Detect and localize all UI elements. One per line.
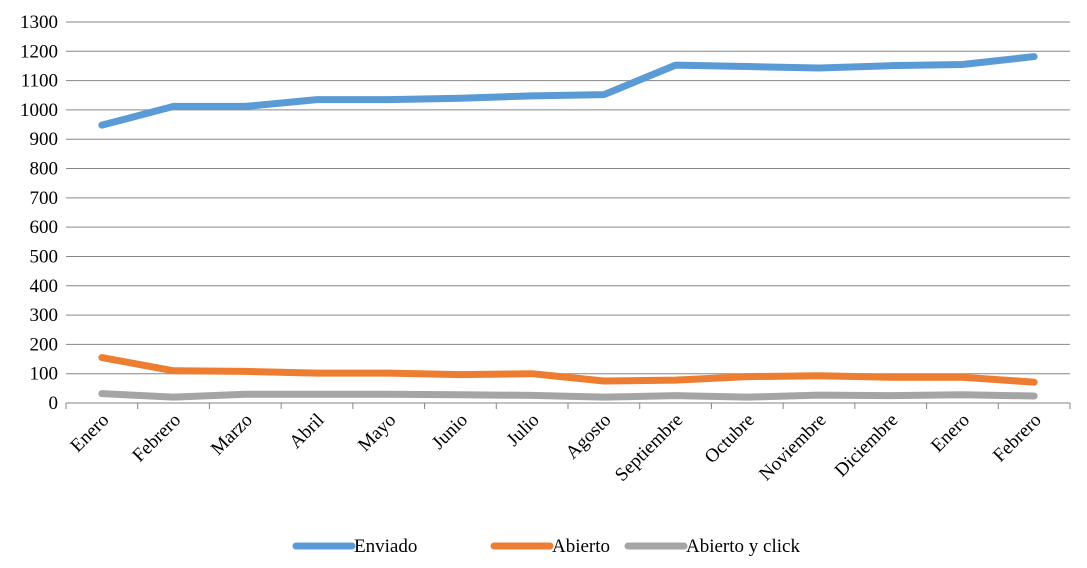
y-tick-label: 600 bbox=[30, 217, 59, 238]
x-tick-label: Enero bbox=[927, 410, 974, 457]
y-tick-label: 700 bbox=[30, 188, 59, 209]
series-line-abierto-y-click bbox=[98, 390, 1038, 401]
y-tick-label: 1100 bbox=[21, 71, 58, 92]
x-tick-label: Diciembre bbox=[831, 410, 903, 482]
y-tick-label: 800 bbox=[30, 159, 59, 180]
y-tick-label: 400 bbox=[30, 276, 59, 297]
x-tick-label: Abril bbox=[285, 410, 328, 453]
x-tick-label: Octubre bbox=[701, 410, 759, 468]
y-tick-label: 200 bbox=[30, 334, 59, 355]
y-tick-label: 300 bbox=[30, 305, 59, 326]
y-axis: 0 100 200 300 400 500 600 700 800 900 1000 1100 1200… bbox=[20, 12, 58, 414]
y-tick-label: 0 bbox=[49, 393, 59, 414]
series-line-abierto bbox=[98, 354, 1038, 386]
gridlines bbox=[66, 21, 1070, 404]
legend-label: Enviado bbox=[354, 536, 417, 557]
series-line-enviado bbox=[98, 53, 1038, 129]
y-tick-label: 1000 bbox=[20, 100, 58, 121]
x-tick-label: Septiembre bbox=[611, 410, 687, 486]
x-tick-label: Agosto bbox=[562, 410, 616, 464]
legend-label: Abierto y click bbox=[686, 536, 800, 557]
legend: Enviado Abierto Abierto y click bbox=[292, 536, 800, 557]
x-tick-label: Enero bbox=[66, 410, 113, 457]
legend-label: Abierto bbox=[552, 536, 610, 557]
x-tick-label: Junio bbox=[428, 410, 472, 454]
x-tick-label: Mayo bbox=[354, 410, 400, 456]
y-tick-label: 500 bbox=[30, 246, 59, 267]
y-tick-label: 100 bbox=[30, 364, 59, 385]
y-tick-label: 1300 bbox=[20, 12, 58, 33]
y-tick-label: 1200 bbox=[20, 41, 58, 62]
y-tick-label: 900 bbox=[30, 129, 59, 150]
x-tick-label: Febrero bbox=[989, 410, 1046, 467]
x-tick-label: Febrero bbox=[128, 410, 185, 467]
x-tick-label: Noviembre bbox=[755, 410, 830, 485]
x-tick-label: Marzo bbox=[207, 410, 257, 460]
x-tick-label: Julio bbox=[503, 410, 544, 451]
x-axis: Enero Febrero Marzo Abril Mayo Junio Julio Agos… bbox=[65, 403, 1071, 486]
series-lines bbox=[98, 53, 1038, 401]
